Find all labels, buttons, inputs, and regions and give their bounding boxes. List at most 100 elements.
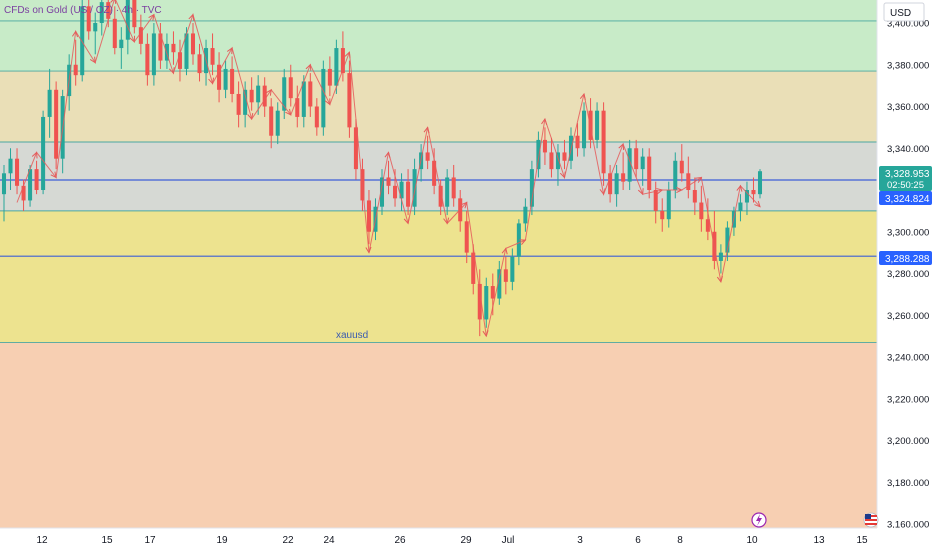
candle-body — [132, 0, 137, 28]
candle-body — [73, 64, 78, 76]
current-price: 3,328.953 — [885, 169, 930, 180]
candle — [366, 190, 371, 245]
candle-body — [438, 185, 443, 207]
arrowhead — [208, 77, 215, 85]
price-tick-label: 3,260.000 — [887, 311, 929, 322]
arrowhead — [423, 126, 430, 134]
zone-yellow — [0, 210, 877, 343]
candle-body — [399, 181, 404, 199]
candle — [425, 135, 430, 170]
candle-body — [477, 283, 482, 320]
candle — [236, 81, 241, 128]
candle — [471, 244, 476, 295]
lightning-icon[interactable] — [751, 512, 767, 528]
candle — [112, 6, 117, 55]
candle-body — [647, 156, 652, 190]
candle — [327, 56, 332, 97]
candle-body — [432, 160, 437, 186]
candle-body — [503, 269, 508, 282]
candle — [653, 181, 658, 224]
candle-body — [21, 185, 26, 201]
candle — [692, 177, 697, 216]
candle — [347, 60, 352, 138]
candle-body — [93, 23, 98, 32]
candle-body — [47, 89, 52, 117]
arrowhead — [324, 98, 331, 106]
arrowhead — [403, 217, 410, 225]
candle — [177, 39, 182, 82]
candle — [529, 160, 534, 216]
candle — [621, 152, 626, 190]
arrowhead — [305, 63, 312, 71]
candle-body — [692, 190, 697, 203]
candle — [125, 0, 130, 55]
candle-body — [725, 227, 730, 253]
arrowhead — [188, 13, 195, 21]
candle — [757, 169, 763, 199]
candle — [582, 102, 587, 157]
arrowhead — [637, 188, 644, 196]
candle-body — [412, 169, 417, 207]
candle-body — [334, 48, 339, 86]
candle — [406, 169, 411, 216]
us-flag-icon[interactable] — [863, 512, 879, 528]
time-axis-ticks: 12 15 17 19 22 24 26 29 Jul 3 6 8 10 13 15 — [36, 535, 868, 546]
candle-body — [536, 139, 541, 170]
candle — [334, 39, 339, 94]
arrowhead — [618, 143, 625, 151]
candle — [464, 210, 469, 264]
candle-body — [653, 190, 658, 211]
candle — [197, 43, 202, 82]
candle — [314, 98, 319, 136]
price-tick-label: 3,240.000 — [887, 353, 929, 364]
candle — [99, 0, 104, 36]
chart-title: CFDs on Gold (US / OZ) · 4h · TVC — [4, 5, 162, 16]
candle-body — [256, 85, 261, 103]
candle — [451, 164, 456, 207]
candle — [145, 33, 150, 86]
candle-body — [217, 64, 222, 90]
time-tick-label: 10 — [746, 535, 758, 546]
candle — [555, 144, 560, 186]
candle — [151, 23, 156, 86]
candle — [503, 256, 508, 295]
arrowhead — [226, 47, 233, 55]
candle-body — [15, 158, 20, 186]
drawn-arrows — [16, 0, 761, 338]
arrowhead — [168, 67, 175, 75]
candle-body — [54, 89, 59, 159]
candle-body — [575, 135, 580, 149]
candle — [275, 102, 280, 145]
candle-body — [582, 110, 587, 149]
candle — [640, 148, 645, 186]
horizontal-levels — [0, 20, 877, 343]
arrowhead — [579, 92, 586, 100]
level-price-2: 3,288.288 — [885, 254, 930, 265]
candle — [686, 156, 691, 199]
arrowhead — [695, 176, 703, 183]
candle — [34, 160, 39, 195]
candle — [223, 60, 228, 99]
arrowhead — [716, 275, 723, 283]
candle — [158, 23, 163, 69]
candle-body — [555, 152, 560, 170]
candle-body — [757, 171, 763, 195]
candle-body — [679, 160, 684, 174]
candle — [230, 56, 235, 103]
currency-button[interactable] — [883, 2, 925, 22]
candle — [699, 185, 704, 232]
price-tick-label: 3,400.000 — [887, 19, 929, 30]
candle — [614, 164, 619, 207]
candle-body — [190, 33, 196, 55]
candle-body — [28, 169, 33, 201]
candle-body — [158, 33, 163, 61]
candle-body — [321, 68, 326, 128]
time-tick-label: 12 — [36, 535, 48, 546]
candle-body — [595, 110, 600, 140]
time-tick-label: 24 — [323, 535, 335, 546]
candle — [1, 164, 7, 222]
arrowhead — [110, 0, 117, 4]
candle — [666, 181, 671, 228]
